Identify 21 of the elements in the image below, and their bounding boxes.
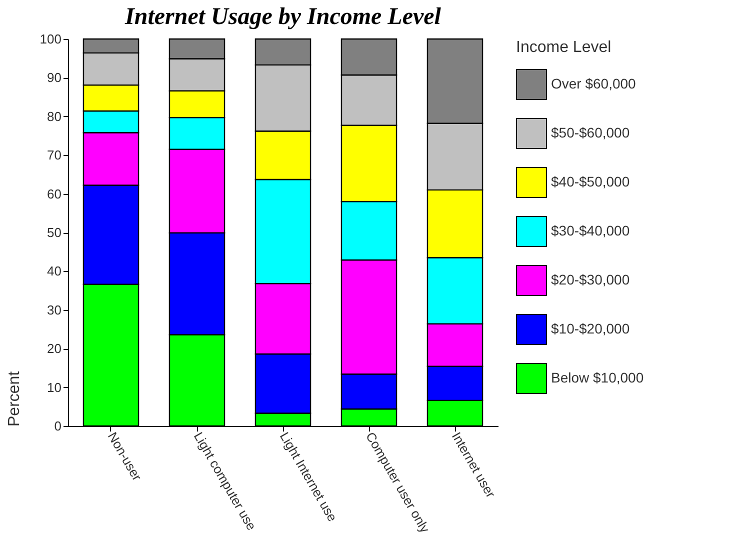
y-tick-label: 0 xyxy=(54,418,62,434)
legend-label: Below $10,000 xyxy=(551,370,644,386)
y-tick-label: 40 xyxy=(47,264,62,279)
y-axis-title: Percent xyxy=(6,370,23,426)
y-tick-label: 30 xyxy=(47,302,62,318)
y-tick-label: 10 xyxy=(47,380,62,395)
legend-label: $50-$60,000 xyxy=(551,124,630,140)
y-tick-label: 60 xyxy=(47,186,62,202)
legend-label: $40-$50,000 xyxy=(551,174,630,190)
legend-title: Income Level xyxy=(516,39,612,56)
legend-label: $10-$20,000 xyxy=(551,320,630,336)
legend-label: $30-$40,000 xyxy=(551,222,630,238)
y-tick-label: 70 xyxy=(47,148,62,163)
legend-label: Over $60,000 xyxy=(551,76,636,92)
y-tick-label: 90 xyxy=(47,70,62,86)
y-tick-label: 20 xyxy=(47,341,62,356)
legend-label: $20-$30,000 xyxy=(551,272,630,288)
chart-title: Internet Usage by Income Level xyxy=(124,4,442,30)
y-tick-label: 50 xyxy=(47,225,62,240)
y-tick-label: 80 xyxy=(47,108,62,124)
y-tick-label: 100 xyxy=(40,32,62,46)
